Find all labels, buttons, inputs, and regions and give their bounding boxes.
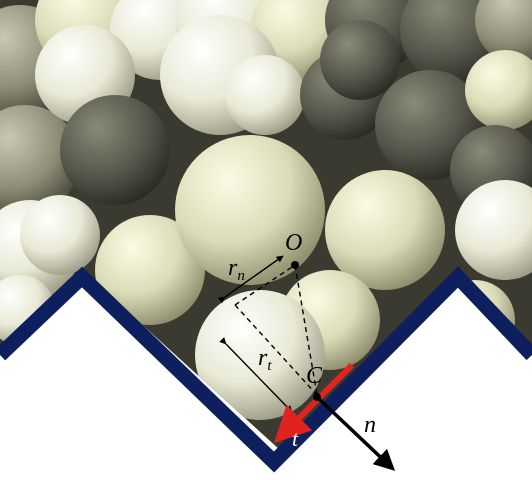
rn-label: rn xyxy=(228,255,245,284)
particle xyxy=(475,0,532,65)
particle xyxy=(320,20,400,100)
rt-label-main: r xyxy=(258,345,268,371)
line-tangent-offset xyxy=(234,304,318,396)
center-point xyxy=(291,261,299,269)
construction-lines xyxy=(217,255,318,413)
rn-label-sub: n xyxy=(237,268,245,284)
rt-label: rt xyxy=(258,345,272,374)
contact-label: C xyxy=(306,363,323,389)
dimension-rn xyxy=(217,255,284,304)
normal-arrow xyxy=(315,395,396,471)
particle xyxy=(225,55,305,135)
tangent-label: t xyxy=(292,426,299,451)
particle xyxy=(0,105,80,215)
particle xyxy=(20,195,100,275)
dimension-rt xyxy=(219,337,293,413)
rt-label-sub: t xyxy=(267,358,272,374)
line-center-to-contact xyxy=(294,264,318,396)
particle xyxy=(325,170,445,290)
zigzag-wall xyxy=(0,266,532,473)
rn-label-main: r xyxy=(228,255,238,281)
tangent-arrow xyxy=(273,362,355,444)
center-label: O xyxy=(285,230,302,256)
contact-point xyxy=(313,393,321,401)
particle xyxy=(455,180,532,280)
particle xyxy=(95,215,205,325)
normal-label: n xyxy=(364,412,376,438)
particle xyxy=(465,50,532,130)
particle xyxy=(60,95,170,205)
particle xyxy=(175,135,325,285)
